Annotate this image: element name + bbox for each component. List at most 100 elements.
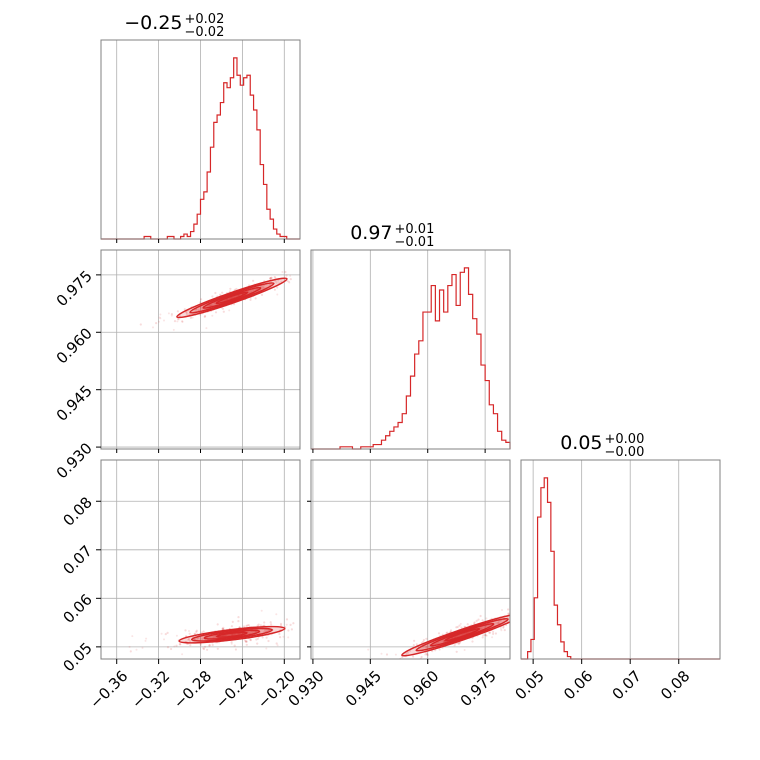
- scatter-panel-2-point: [289, 623, 292, 627]
- scatter-panel-2-point: [208, 644, 211, 647]
- scatter-panel-1-outlier: [287, 280, 290, 283]
- scatter-panel-1-point: [277, 279, 280, 282]
- scatter-panel-1-point: [249, 298, 252, 301]
- scatter-panel-2-point: [247, 624, 250, 627]
- scatter-panel-2-point: [187, 638, 190, 641]
- scatter-panel-2-point: [278, 632, 281, 636]
- scatter-panel-1-outlier: [211, 314, 214, 317]
- scatter-panel-1-outlier: [167, 312, 170, 315]
- scatter-panel-2-outlier: [163, 638, 165, 641]
- scatter-panel-3-point: [528, 608, 530, 610]
- scatter-panel-3-point: [422, 640, 425, 643]
- x-tick-label-2-2: 0.960: [399, 667, 442, 710]
- scatter-panel-3-point: [495, 622, 498, 625]
- scatter-panel-2-point: [256, 642, 259, 645]
- scatter-panel-1-outlier: [152, 326, 154, 329]
- scatter-panel-2-outlier: [260, 609, 263, 612]
- scatter-panel-2-point: [244, 640, 248, 643]
- scatter-panel-1-point: [189, 316, 192, 319]
- scatter-panel-3-outlier: [363, 669, 365, 671]
- scatter-panel-2-point: [166, 646, 170, 649]
- scatter-panel-3-outlier: [501, 609, 503, 611]
- y-tick-label-3-2: 0.07: [59, 542, 95, 578]
- scatter-panel-3-point: [401, 655, 404, 659]
- scatter-panel-2-point: [208, 644, 211, 647]
- scatter-panel-2-point: [279, 636, 282, 639]
- scatter-panel-3-point: [455, 626, 458, 629]
- scatter-panel-1-outlier: [210, 304, 213, 307]
- scatter-panel-1-point: [274, 280, 277, 283]
- scatter-panel-3-outlier: [500, 629, 503, 632]
- y-tick-label-3-1: 0.06: [59, 590, 95, 626]
- title-lower-error-3: −0.00: [605, 445, 645, 460]
- scatter-panel-2-point: [202, 647, 205, 650]
- scatter-panel-3-point: [463, 625, 466, 628]
- scatter-panel-2-point: [233, 644, 236, 647]
- scatter-panel-3-point: [525, 607, 527, 609]
- scatter-panel-3-outlier: [363, 671, 365, 673]
- title-upper-error-3: +0.00: [605, 432, 645, 447]
- scatter-panel-3-outlier: [380, 652, 383, 655]
- scatter-panel-3-point: [496, 622, 500, 625]
- scatter-panel-1-outlier: [163, 319, 165, 322]
- scatter-panel-1-point: [219, 293, 222, 296]
- scatter-panel-1-point: [260, 293, 264, 296]
- y-tick-label-3-0: 0.05: [59, 639, 95, 675]
- scatter-panel-2-point: [263, 621, 266, 624]
- scatter-panel-2-point: [195, 630, 198, 634]
- scatter-panel-1-point: [261, 286, 264, 289]
- scatter-panel-1-point: [289, 278, 292, 281]
- scatter-panel-3-point: [437, 632, 441, 635]
- x-tick-label-3-2: 0.07: [609, 667, 645, 703]
- scatter-panel-1-outlier: [228, 309, 231, 312]
- scatter-panel-2-point: [237, 616, 240, 619]
- scatter-panel-2-point: [203, 645, 207, 648]
- scatter-panel-2-outlier: [188, 630, 190, 632]
- scatter-panel-3-point: [385, 653, 389, 656]
- scatter-panel-2-point: [206, 648, 209, 651]
- y-tick-label-2-0: 0.930: [53, 439, 96, 482]
- scatter-panel-3-point: [475, 619, 478, 623]
- scatter-panel-2-point: [184, 629, 187, 632]
- scatter-panel-2-point: [221, 627, 224, 631]
- scatter-panel-3-point: [515, 620, 517, 622]
- scatter-panel-1-point: [261, 285, 264, 288]
- scatter-panel-1-point: [221, 307, 224, 310]
- scatter-panel-2-point: [230, 625, 233, 628]
- scatter-panel-3-point: [426, 654, 429, 657]
- scatter-panel-2-point: [261, 636, 264, 639]
- scatter-panel-1-outlier: [276, 293, 279, 296]
- scatter-panel-2-point: [175, 644, 178, 647]
- scatter-panel-1-point: [273, 288, 276, 291]
- x-tick-label-1-0: −0.36: [86, 667, 131, 712]
- scatter-panel-2-point: [193, 638, 196, 641]
- scatter-panel-1-outlier: [191, 316, 194, 319]
- scatter-panel-3-point: [488, 631, 491, 634]
- scatter-panel-1-point: [280, 280, 283, 283]
- scatter-panel-1-outlier: [205, 327, 208, 330]
- scatter-panel-2-point: [267, 628, 270, 632]
- scatter-panel-3-point: [507, 608, 510, 611]
- scatter-panel-3-point: [488, 631, 492, 634]
- scatter-panel-3-point: [524, 608, 526, 610]
- scatter-panel-1-point: [302, 280, 304, 282]
- scatter-panel-3-point: [425, 637, 428, 640]
- scatter-panel-3-point: [511, 617, 513, 619]
- scatter-panel-2-outlier: [275, 613, 278, 616]
- scatter-panel-2-point: [188, 632, 191, 635]
- scatter-panel-2-point: [230, 641, 233, 644]
- scatter-panel-2-point: [129, 650, 132, 653]
- scatter-panel-1-outlier: [269, 277, 272, 280]
- histogram-panel-2: 0.97 +0.01−0.01: [310, 222, 511, 450]
- scatter-panel-2-point: [202, 647, 206, 651]
- scatter-panel-1-point: [276, 286, 279, 289]
- scatter-panel-1-point: [199, 301, 202, 304]
- histogram-2-frame: [310, 249, 511, 450]
- scatter-panel-2-point: [166, 631, 169, 635]
- scatter-panel-1-point: [229, 287, 232, 290]
- histogram-line-3: [521, 477, 720, 660]
- scatter-panel-3-outlier: [463, 649, 466, 651]
- scatter-panel-2-outlier: [160, 632, 163, 635]
- scatter-panel-3-point: [407, 651, 410, 654]
- scatter-panel-3-outlier: [425, 646, 428, 649]
